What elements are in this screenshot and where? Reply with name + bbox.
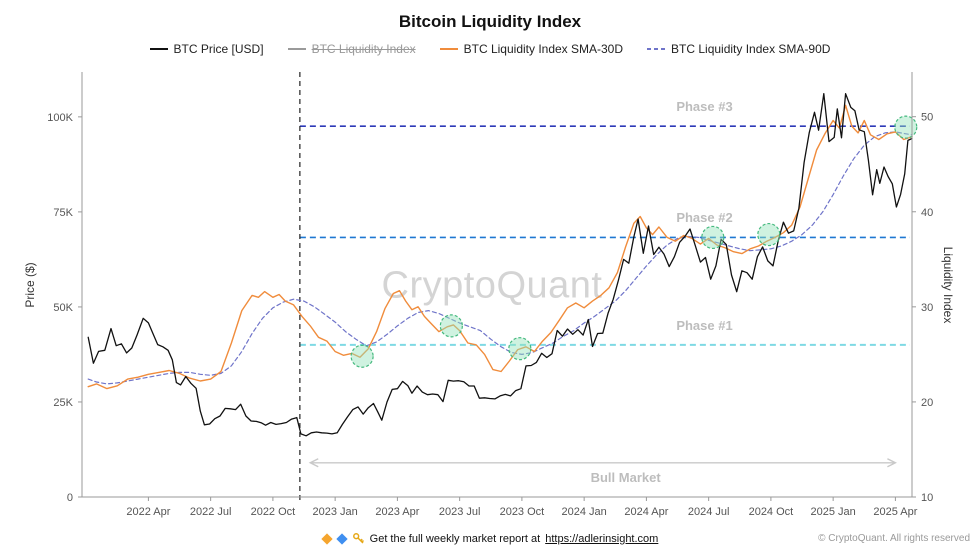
y-right-tick-label: 40	[921, 207, 933, 219]
legend-label: BTC Liquidity Index SMA-30D	[463, 42, 624, 56]
page-title: Bitcoin Liquidity Index	[398, 12, 582, 31]
x-tick-label: 2023 Apr	[375, 506, 419, 518]
phase-3-annotation: Phase #3	[676, 99, 733, 115]
y-axis-title-left: Price ($)	[23, 262, 37, 308]
x-tick-label: 2025 Jan	[811, 506, 856, 518]
highlight-circle	[508, 337, 532, 361]
sma-90d-swatch-icon	[647, 48, 666, 50]
btc-price-swatch-icon	[149, 48, 168, 50]
x-tick-label: 2022 Oct	[251, 506, 296, 518]
btc-liquidity-index-sma-30d-line	[87, 104, 913, 390]
footer: Get the full weekly market report at htt…	[0, 532, 980, 545]
highlight-circle	[757, 222, 781, 247]
x-tick-label: 2022 Jul	[190, 506, 232, 518]
highlight-circle	[894, 115, 918, 139]
legend-item-sma-90d[interactable]: BTC Liquidity Index SMA-90D	[647, 42, 830, 56]
x-tick-label: 2023 Jan	[313, 506, 358, 518]
y-left-tick-label: 25K	[53, 397, 73, 409]
y-left-tick-label: 75K	[53, 207, 73, 219]
arrow-head-right	[887, 458, 897, 468]
y-axis-title-right: Liquidity Index	[941, 246, 955, 324]
y-left-tick-label: 50K	[53, 302, 73, 314]
y-right-tick-label: 30	[921, 302, 933, 314]
legend-item-btc-price[interactable]: BTC Price [USD]	[149, 42, 264, 56]
legend-label: BTC Liquidity Index SMA-90D	[671, 42, 831, 56]
liquidity-index-swatch-icon	[287, 48, 306, 50]
highlight-circle	[701, 225, 725, 250]
legend-item-sma-30d[interactable]: BTC Liquidity Index SMA-30D	[439, 42, 624, 56]
copyright-notice: © CryptoQuant. All rights reserved	[818, 533, 970, 544]
phase-1-annotation: Phase #1	[676, 317, 733, 333]
y-right-tick-label: 20	[921, 397, 933, 409]
btc-liquidity-index-sma-90d-line	[87, 131, 913, 385]
x-tick-label: 2024 Jan	[562, 506, 607, 518]
x-tick-label: 2024 Jul	[688, 506, 730, 518]
sma-30d-swatch-icon	[439, 48, 458, 50]
orange-diamond-icon	[320, 532, 333, 545]
arrow-head-left	[308, 458, 319, 468]
x-tick-label: 2022 Apr	[126, 506, 170, 518]
btc-price-usd--line	[87, 93, 913, 437]
blue-diamond-icon	[335, 532, 348, 545]
legend-item-liquidity-index[interactable]: BTC Liquidity Index	[287, 42, 416, 56]
cryptoquant-watermark: CryptoQuant	[381, 264, 603, 307]
legend-label: BTC Price [USD]	[173, 42, 264, 56]
phase-2-annotation: Phase #2	[676, 210, 733, 226]
x-tick-label: 2023 Jul	[439, 506, 481, 518]
legend-label: BTC Liquidity Index	[311, 42, 416, 56]
y-right-tick-label: 50	[921, 112, 933, 124]
y-right-tick-label: 10	[921, 492, 933, 504]
key-icon	[352, 533, 364, 544]
highlight-circle	[439, 314, 463, 338]
highlight-circle	[350, 344, 374, 368]
footer-text: Get the full weekly market report at	[369, 532, 541, 545]
x-tick-label: 2023 Oct	[500, 506, 545, 518]
bull-market-annotation: Bull Market	[590, 469, 661, 485]
x-tick-label: 2024 Oct	[749, 506, 794, 518]
y-left-tick-label: 100K	[47, 112, 73, 124]
y-left-tick-label: 0	[67, 492, 73, 504]
x-tick-label: 2025 Apr	[873, 506, 917, 518]
x-tick-label: 2024 Apr	[624, 506, 668, 518]
legend: BTC Price [USD] BTC Liquidity Index BTC …	[0, 42, 980, 56]
report-link[interactable]: https://adlerinsight.com	[545, 532, 659, 545]
